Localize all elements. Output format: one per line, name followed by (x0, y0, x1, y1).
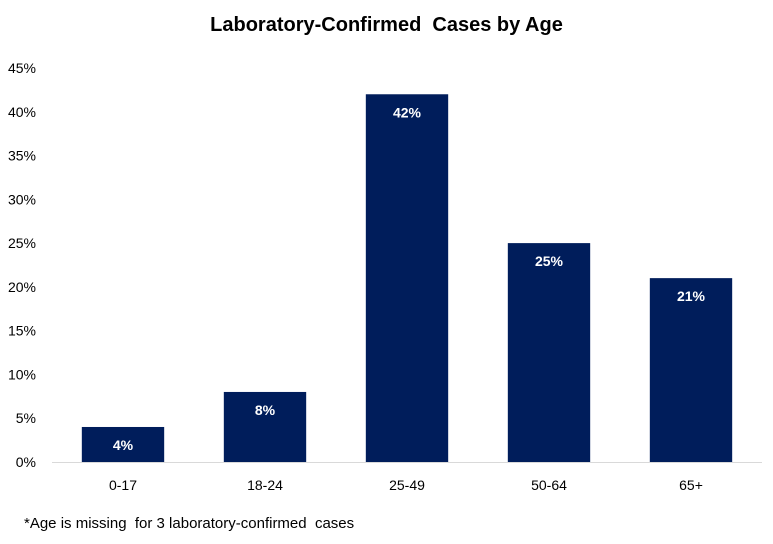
y-tick-label: 30% (8, 191, 36, 207)
x-tick-label: 50-64 (531, 477, 567, 493)
y-tick-label: 15% (8, 323, 36, 339)
bars-group (81, 94, 733, 463)
bar-18-24 (223, 391, 307, 462)
y-tick-label: 5% (16, 410, 36, 426)
x-tick-label: 18-24 (247, 477, 283, 493)
data-label: 4% (113, 437, 134, 453)
y-tick-label: 25% (8, 235, 36, 251)
y-tick-label: 45% (8, 60, 36, 76)
y-tick-label: 0% (16, 454, 36, 470)
y-tick-label: 10% (8, 366, 36, 382)
y-tick-label: 35% (8, 148, 36, 164)
x-tick-label: 0-17 (109, 477, 137, 493)
bar-65+ (649, 278, 733, 462)
data-labels-group: 4% 8% 42% 25% 21% (113, 104, 706, 453)
bar-0-17 (81, 426, 165, 462)
y-tick-label: 20% (8, 279, 36, 295)
data-label: 25% (535, 253, 564, 269)
data-label: 21% (677, 288, 706, 304)
y-axis-ticks: 0% 5% 10% 15% 20% 25% 30% 35% 40% 45% (8, 60, 36, 470)
data-label: 8% (255, 402, 276, 418)
x-tick-label: 65+ (679, 477, 703, 493)
footnote: *Age is missing for 3 laboratory-confirm… (24, 515, 355, 532)
data-label: 42% (393, 104, 422, 120)
chart-title: Laboratory-Confirmed Cases by Age (210, 14, 563, 36)
bar-50-64 (507, 243, 591, 462)
x-tick-label: 25-49 (389, 477, 425, 493)
bar-25-49 (365, 94, 449, 463)
x-axis-ticks: 0-17 18-24 25-49 50-64 65+ (109, 477, 703, 493)
y-tick-label: 40% (8, 104, 36, 120)
